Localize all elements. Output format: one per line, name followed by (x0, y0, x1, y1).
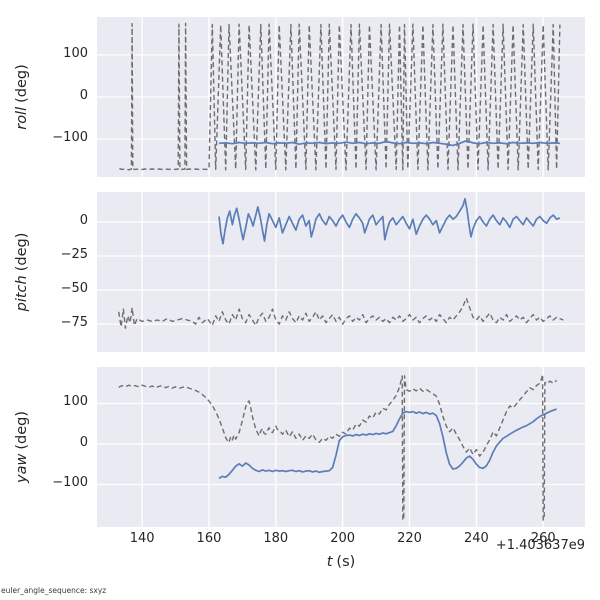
x-tick-label: 240 (463, 531, 489, 546)
x-tick-label: 180 (263, 531, 289, 546)
series-pitch-groundtruth (118, 297, 564, 329)
ylabel-pitch: pitch(deg) (14, 233, 30, 312)
x-tick-label: 160 (196, 531, 222, 546)
series-yaw-traj (218, 408, 557, 480)
subplot-pitch (97, 192, 585, 352)
y-tick-label-roll: 0 (79, 88, 88, 103)
series-pitch-traj (218, 197, 561, 245)
xlabel-unit: (s) (336, 554, 356, 570)
y-tick-label-pitch: −25 (60, 247, 88, 262)
y-tick-label-pitch: −50 (60, 281, 88, 297)
y-tick-label-pitch: 0 (79, 212, 88, 228)
x-tick-label: 220 (397, 531, 422, 546)
subplot-roll (97, 17, 585, 177)
xlabel: t (s) (327, 554, 356, 570)
y-tick-label-yaw: −100 (52, 475, 88, 491)
y-tick-label-pitch: −75 (60, 315, 88, 331)
series-roll-groundtruth (119, 22, 561, 171)
x-tick-label: 200 (330, 531, 356, 546)
y-tick-label-yaw: 100 (63, 394, 88, 410)
y-tick-label-roll: −100 (52, 130, 88, 146)
series-yaw-groundtruth (118, 373, 558, 521)
subplot-yaw (97, 367, 585, 527)
y-tick-label-roll: 100 (63, 45, 88, 61)
xlabel-var: t (326, 554, 333, 570)
x-axis-offset-text: +1.403637e9 (495, 538, 585, 553)
x-tick-label: 260 (530, 531, 556, 546)
series-roll-traj (218, 139, 560, 147)
y-tick-label-yaw: 0 (79, 434, 88, 450)
x-tick-label: 140 (129, 531, 155, 546)
euler-angle-sequence-note: euler_angle_sequence: sxyz (1, 586, 107, 595)
ylabel-roll-var: roll (14, 106, 30, 130)
